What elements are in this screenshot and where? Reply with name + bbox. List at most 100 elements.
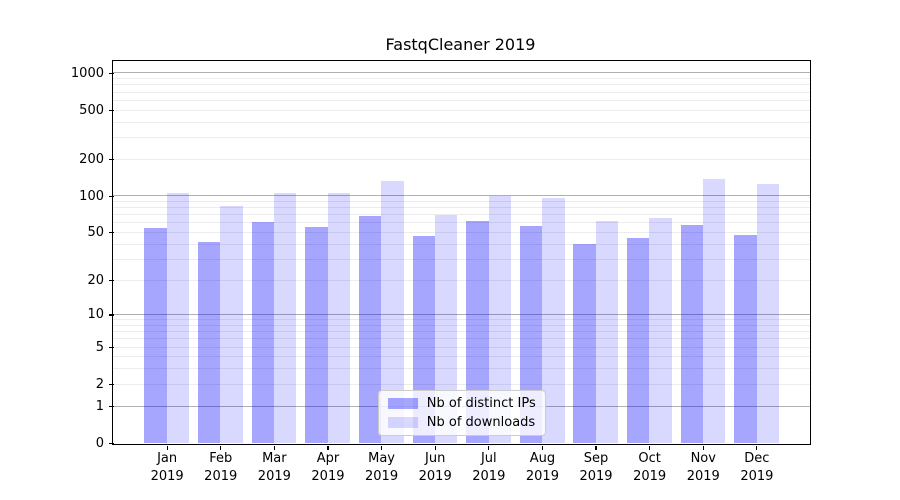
- gridline-minor: [113, 84, 811, 86]
- bar-nb-of-distinct-ips-oct: [627, 238, 650, 444]
- gridline-minor: [113, 368, 811, 370]
- plot-area: Nb of distinct IPs Nb of downloads: [112, 59, 812, 446]
- gridline-major: [113, 195, 811, 197]
- gridline-minor: [113, 121, 811, 123]
- bar-nb-of-downloads-feb: [220, 206, 243, 444]
- x-tick: [488, 445, 490, 450]
- gridline-minor: [113, 99, 811, 101]
- bar-nb-of-downloads-aug: [542, 198, 565, 444]
- x-tick-label: Jun 2019: [418, 451, 452, 484]
- bar-nb-of-downloads-dec: [756, 184, 780, 444]
- y-tick-label: 2: [95, 377, 104, 393]
- legend: Nb of distinct IPs Nb of downloads: [377, 390, 546, 437]
- x-tick: [273, 445, 275, 450]
- gridline-minor: [113, 258, 811, 260]
- gridline-minor: [113, 338, 811, 340]
- x-tick: [756, 445, 758, 450]
- y-tick: [109, 109, 114, 111]
- bar-nb-of-downloads-sep: [595, 221, 619, 444]
- y-tick: [109, 72, 114, 74]
- x-tick: [595, 445, 597, 450]
- bar-nb-of-distinct-ips-aug: [519, 225, 543, 444]
- bar-nb-of-distinct-ips-nov: [680, 224, 703, 444]
- gridline-minor: [113, 109, 811, 111]
- y-tick: [109, 405, 114, 407]
- x-tick-label: Apr 2019: [311, 451, 345, 484]
- gridline-minor: [113, 78, 811, 80]
- bar-nb-of-downloads-nov: [703, 178, 726, 444]
- y-tick-label: 1: [95, 398, 104, 414]
- bar-nb-of-downloads-oct: [649, 217, 672, 444]
- x-tick-label: Jan 2019: [150, 451, 184, 484]
- x-tick: [327, 445, 329, 450]
- bar-nb-of-distinct-ips-jan: [144, 228, 167, 444]
- y-tick-label: 10: [87, 307, 104, 323]
- gridline-minor: [113, 331, 811, 333]
- y-tick-label: 20: [87, 272, 104, 288]
- y-tick: [109, 279, 114, 281]
- gridline-minor: [113, 356, 811, 358]
- gridline-minor: [113, 136, 811, 138]
- bar-nb-of-downloads-jun: [434, 214, 458, 444]
- chart-title: FastqCleaner 2019: [385, 35, 536, 54]
- y-tick-label: 5: [95, 339, 104, 355]
- gridline-minor: [113, 279, 811, 281]
- gridline-major: [113, 314, 811, 316]
- gridline-minor: [113, 207, 811, 209]
- legend-label: Nb of distinct IPs: [426, 396, 536, 412]
- gridline-major: [113, 72, 811, 74]
- y-tick: [109, 346, 114, 349]
- gridlines-layer: [113, 61, 811, 445]
- y-tick-label: 200: [79, 151, 104, 167]
- gridline-minor: [113, 214, 811, 216]
- y-tick: [109, 384, 114, 386]
- legend-row-distinct-ips: Nb of distinct IPs: [387, 396, 536, 412]
- bar-nb-of-distinct-ips-may: [358, 216, 382, 444]
- y-tick: [109, 232, 114, 234]
- x-tick: [166, 445, 168, 450]
- bar-nb-of-distinct-ips-jul: [466, 221, 489, 444]
- bar-nb-of-downloads-jan: [166, 192, 190, 444]
- bar-nb-of-downloads-apr: [327, 193, 351, 444]
- gridline-minor: [113, 324, 811, 326]
- legend-label: Nb of downloads: [426, 415, 536, 431]
- x-tick-label: Nov 2019: [686, 451, 720, 484]
- legend-swatch-downloads: [387, 417, 418, 429]
- x-tick-label: Sep 2019: [579, 451, 613, 484]
- x-tick-label: May 2019: [365, 451, 399, 484]
- bar-nb-of-downloads-jul: [488, 195, 511, 444]
- x-tick-label: Feb 2019: [204, 451, 238, 484]
- bar-nb-of-distinct-ips-feb: [198, 241, 221, 444]
- bar-nb-of-downloads-may: [381, 181, 404, 444]
- y-tick-label: 500: [79, 102, 104, 118]
- x-tick: [541, 445, 543, 450]
- bar-nb-of-distinct-ips-dec: [734, 234, 757, 444]
- x-tick: [434, 445, 436, 450]
- gridline-minor: [113, 243, 811, 245]
- gridline-minor: [113, 346, 811, 348]
- x-tick: [702, 445, 704, 450]
- legend-swatch-distinct-ips: [387, 398, 418, 410]
- x-tick-label: Jul 2019: [472, 451, 506, 484]
- y-tick-label: 1000: [70, 65, 104, 81]
- legend-row-downloads: Nb of downloads: [387, 415, 536, 431]
- bar-nb-of-distinct-ips-sep: [573, 244, 596, 444]
- y-tick: [109, 442, 114, 445]
- x-tick-label: Mar 2019: [257, 451, 291, 484]
- x-tick: [649, 445, 651, 450]
- gridline-minor: [113, 383, 811, 385]
- x-tick: [220, 445, 222, 450]
- x-tick: [380, 445, 383, 450]
- bar-nb-of-distinct-ips-apr: [305, 226, 328, 444]
- gridline-minor: [113, 91, 811, 93]
- gridline-minor: [113, 222, 811, 224]
- bars-layer: [113, 61, 810, 445]
- gridline-minor: [113, 319, 811, 321]
- y-tick: [109, 158, 114, 160]
- bar-nb-of-downloads-mar: [274, 192, 297, 444]
- x-tick-label: Aug 2019: [525, 451, 559, 484]
- y-tick: [109, 314, 114, 316]
- gridline-minor: [113, 158, 811, 160]
- y-tick-label: 50: [87, 225, 104, 241]
